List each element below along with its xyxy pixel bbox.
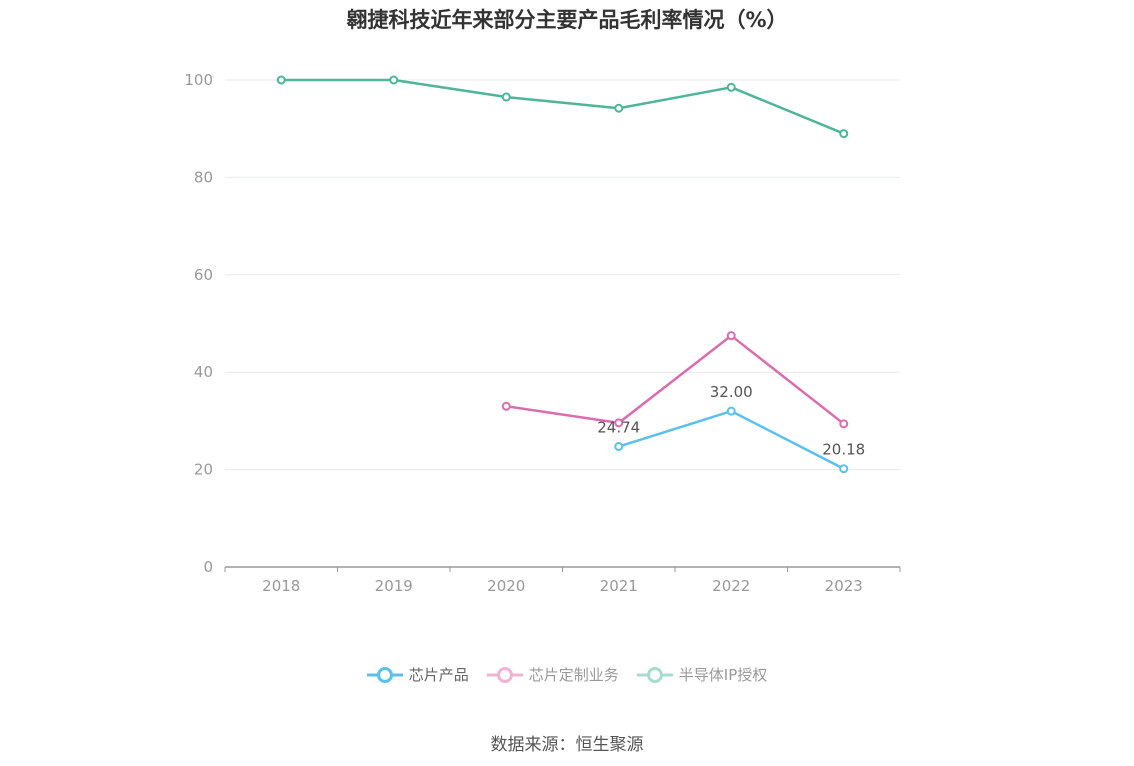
legend-label-chip-custom: 芯片定制业务 — [528, 666, 619, 684]
legend: 芯片产品 芯片定制业务 半导体IP授权 — [0, 664, 1134, 685]
x-tick-label: 2020 — [487, 577, 525, 595]
x-tick-label: 2023 — [825, 577, 863, 595]
series-line-2 — [281, 78, 845, 135]
data-point-1 — [839, 419, 849, 429]
legend-item-ip-license[interactable]: 半导体IP授权 — [636, 664, 768, 685]
legend-label-ip-license: 半导体IP授权 — [678, 666, 768, 684]
legend-marker-chip-custom — [486, 666, 523, 683]
data-point-2 — [501, 92, 511, 102]
legend-item-chip-products[interactable]: 芯片产品 — [366, 664, 469, 685]
data-point-0 — [726, 406, 736, 416]
y-tick-label: 100 — [184, 71, 213, 89]
y-tick-label: 80 — [194, 168, 213, 186]
y-tick-label: 0 — [203, 558, 213, 576]
x-tick-label: 2018 — [262, 577, 300, 595]
data-point-2 — [389, 75, 399, 85]
data-point-2 — [726, 82, 736, 92]
data-point-1 — [726, 331, 736, 341]
legend-marker-ip-license — [636, 666, 673, 683]
legend-marker-chip-products — [366, 666, 403, 683]
data-point-2 — [614, 103, 624, 113]
chart-title: 翱捷科技近年来部分主要产品毛利率情况（%） — [346, 8, 788, 32]
y-tick-label: 40 — [194, 363, 213, 381]
data-labels: 24.74 32.00 20.18 — [597, 383, 865, 459]
x-tick-label: 2019 — [375, 577, 413, 595]
legend-label-chip-products: 芯片产品 — [408, 666, 469, 684]
x-tick-label: 2021 — [600, 577, 638, 595]
data-point-0 — [839, 464, 849, 474]
grid-lines — [225, 79, 900, 471]
series-layer — [276, 75, 849, 474]
y-tick-label: 60 — [194, 266, 213, 284]
axes: 0 20 40 60 80 100 2018 2019 2020 2021 2022 2023 — [184, 71, 901, 595]
data-point-0 — [614, 442, 624, 452]
data-label: 32.00 — [710, 383, 753, 401]
data-label: 24.74 — [597, 419, 640, 437]
series-line-0 — [618, 409, 845, 470]
data-point-1 — [614, 418, 624, 428]
source-note: 数据来源：恒生聚源 — [490, 735, 644, 755]
series-line-1 — [506, 334, 845, 425]
data-point-1 — [501, 401, 511, 411]
x-tick-label: 2022 — [712, 577, 750, 595]
data-point-2 — [276, 75, 286, 85]
y-tick-label: 20 — [194, 461, 213, 479]
data-label: 20.18 — [822, 441, 865, 459]
data-point-2 — [839, 129, 849, 139]
legend-item-chip-custom[interactable]: 芯片定制业务 — [486, 664, 619, 685]
